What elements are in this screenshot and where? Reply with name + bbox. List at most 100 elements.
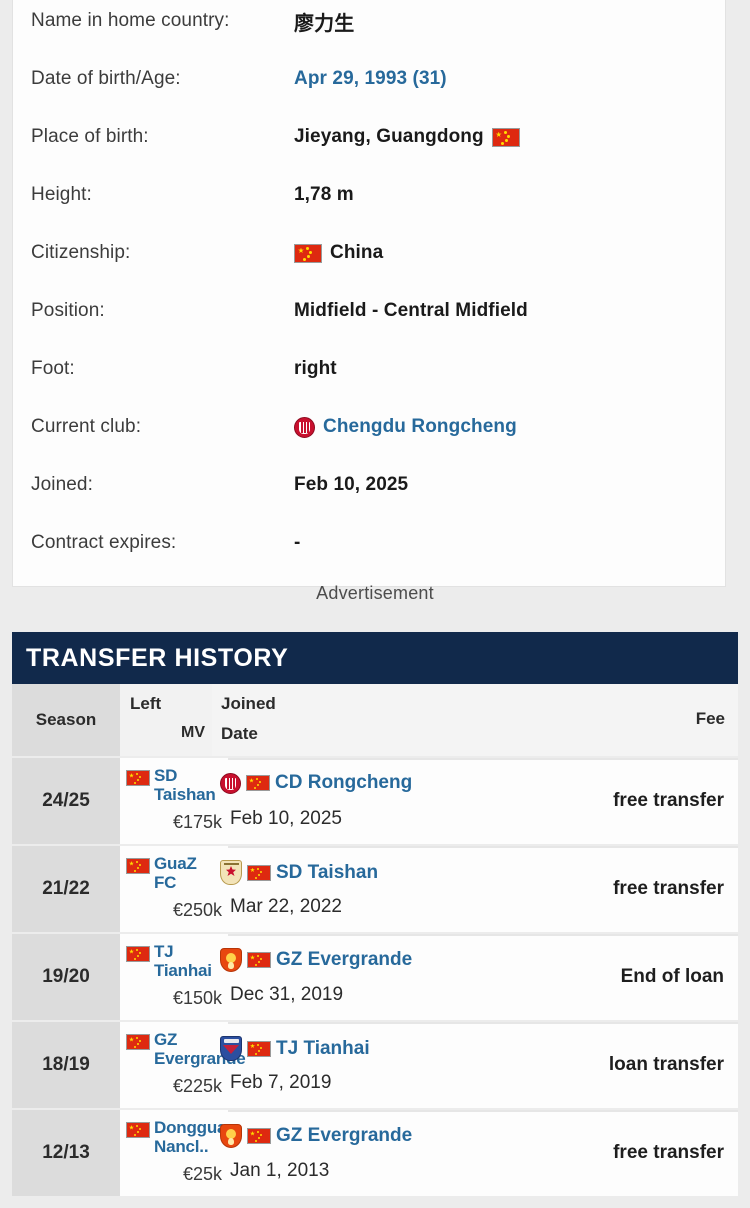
column-header-joined[interactable]: Joined (221, 694, 276, 713)
info-label: Citizenship: (31, 242, 131, 263)
fee-cell: free transfer (613, 878, 724, 899)
info-row-date-of-birth: Date of birth/Age: Apr 29, 1993 (31) (13, 50, 725, 108)
joined-club-cell[interactable]: GZ Evergrande (220, 1124, 412, 1148)
row-divider (228, 1022, 738, 1024)
table-row: 24/25 SD Taishan €175k CD Rongcheng Feb … (12, 758, 738, 844)
china-flag-icon (247, 864, 271, 881)
left-club-cell[interactable]: SD Taishan (126, 766, 222, 804)
left-club-cell[interactable]: GuaZ FC (126, 854, 222, 892)
gz-evergrande-crest-icon (220, 1124, 242, 1148)
china-flag-icon (126, 946, 150, 962)
fee-cell: free transfer (613, 1142, 724, 1163)
foot-value: right (294, 358, 337, 379)
china-flag-icon (126, 858, 150, 874)
fee-cell: loan transfer (608, 1054, 724, 1075)
date-of-birth-link[interactable]: Apr 29, 1993 (31) (294, 68, 447, 89)
chengdu-rongcheng-crest-icon (294, 416, 315, 438)
info-label: Name in home country: (31, 10, 230, 31)
table-row: 12/13 Dongguan Nancl.. €25k GZ Evergrand… (12, 1110, 738, 1196)
transfer-history-table-header: Season Left MV Joined Date Fee (12, 684, 738, 756)
info-label: Date of birth/Age: (31, 68, 181, 89)
column-header-fee[interactable]: Fee (695, 709, 725, 728)
citizenship-value: China (330, 242, 384, 263)
left-club-name[interactable]: SD Taishan (154, 766, 216, 804)
joined-club-name[interactable]: SD Taishan (276, 861, 379, 883)
transfer-date-cell: Jan 1, 2013 (230, 1160, 330, 1181)
chengdu-rongcheng-crest-icon (220, 772, 241, 794)
left-club-cell[interactable]: Dongguan Nancl.. (126, 1118, 237, 1156)
joined-club-name[interactable]: TJ Tianhai (276, 1037, 370, 1059)
joined-club-cell[interactable]: TJ Tianhai (220, 1036, 370, 1061)
left-club-name[interactable]: Dongguan Nancl.. (154, 1118, 237, 1156)
column-header-left[interactable]: Left (130, 694, 162, 713)
fee-cell: End of loan (620, 966, 724, 987)
season-cell: 12/13 (12, 1110, 120, 1196)
joined-club-cell[interactable]: SD Taishan (220, 860, 378, 885)
row-divider (228, 934, 738, 936)
info-row-citizenship: Citizenship: China (13, 224, 725, 282)
info-value: China (294, 242, 707, 264)
market-value-cell: €225k (172, 1076, 222, 1096)
column-header-date[interactable]: Date (221, 724, 258, 743)
info-value: right (294, 358, 707, 380)
joined-value: Feb 10, 2025 (294, 474, 409, 495)
transfer-row-body: Dongguan Nancl.. €25k GZ Evergrande Jan … (120, 1110, 738, 1196)
place-of-birth-value: Jieyang, Guangdong (294, 126, 484, 147)
column-header-season[interactable]: Season (12, 684, 120, 756)
info-label: Height: (31, 184, 92, 205)
info-label: Place of birth: (31, 126, 149, 147)
name-home-country-value: 廖力生 (294, 12, 355, 35)
transfer-date-cell: Feb 10, 2025 (230, 808, 342, 829)
info-value: Chengdu Rongcheng (294, 416, 707, 438)
transfer-date-cell: Mar 22, 2022 (230, 896, 342, 917)
player-info-card: Name in home country: 廖力生 Date of birth/… (12, 0, 726, 587)
china-flag-icon (247, 1040, 271, 1057)
info-row-name-home-country: Name in home country: 廖力生 (13, 0, 725, 50)
info-label: Joined: (31, 474, 93, 495)
info-row-contract-expires: Contract expires: - (13, 514, 725, 572)
transfer-row-body: SD Taishan €175k CD Rongcheng Feb 10, 20… (120, 758, 738, 844)
info-label: Foot: (31, 358, 75, 379)
joined-club-cell[interactable]: CD Rongcheng (220, 772, 412, 794)
season-cell: 21/22 (12, 846, 120, 932)
joined-club-name[interactable]: GZ Evergrande (276, 1125, 413, 1146)
current-club-link[interactable]: Chengdu Rongcheng (323, 416, 517, 437)
season-cell: 24/25 (12, 758, 120, 844)
info-value: 1,78 m (294, 184, 707, 206)
transfer-row-body: GuaZ FC €250k SD Taishan Mar 22, 2022 fr… (120, 846, 738, 932)
advertisement-label: Advertisement (316, 583, 434, 603)
season-cell: 19/20 (12, 934, 120, 1020)
info-row-current-club: Current club: Chengdu Rongcheng (13, 398, 725, 456)
china-flag-icon (126, 1122, 150, 1138)
sd-taishan-crest-icon (220, 860, 242, 885)
column-header-joined-group: Joined Date Fee (212, 684, 738, 756)
info-value: Midfield - Central Midfield (294, 300, 707, 322)
info-value: Feb 10, 2025 (294, 474, 707, 496)
table-row: 21/22 GuaZ FC €250k SD Taishan Mar 22, 2… (12, 846, 738, 932)
china-flag-icon (247, 952, 271, 968)
market-value-cell: €25k (182, 1164, 222, 1184)
joined-club-name[interactable]: GZ Evergrande (276, 949, 413, 970)
table-row: 19/20 TJ Tianhai €150k GZ Evergrande Dec… (12, 934, 738, 1020)
transfer-row-body: TJ Tianhai €150k GZ Evergrande Dec 31, 2… (120, 934, 738, 1020)
gz-evergrande-crest-icon (220, 948, 242, 972)
info-row-height: Height: 1,78 m (13, 166, 725, 224)
china-flag-icon (491, 127, 520, 147)
left-club-cell[interactable]: TJ Tianhai (126, 942, 222, 980)
position-value: Midfield - Central Midfield (294, 300, 528, 321)
left-club-name[interactable]: TJ Tianhai (154, 942, 212, 980)
info-label: Contract expires: (31, 532, 177, 553)
china-flag-icon (247, 1128, 271, 1144)
joined-club-name[interactable]: CD Rongcheng (275, 772, 413, 793)
china-flag-icon (126, 770, 150, 786)
china-flag-icon (246, 775, 270, 791)
info-label: Position: (31, 300, 105, 321)
info-row-foot: Foot: right (13, 340, 725, 398)
joined-club-cell[interactable]: GZ Evergrande (220, 948, 412, 972)
info-row-place-of-birth: Place of birth: Jieyang, Guangdong (13, 108, 725, 166)
china-flag-icon (126, 1034, 150, 1050)
left-club-cell[interactable]: GZ Evergrande (126, 1030, 246, 1068)
transfer-history-title: TRANSFER HISTORY (12, 632, 738, 684)
left-club-name[interactable]: GuaZ FC (154, 854, 197, 892)
column-header-mv[interactable]: MV (181, 724, 205, 741)
